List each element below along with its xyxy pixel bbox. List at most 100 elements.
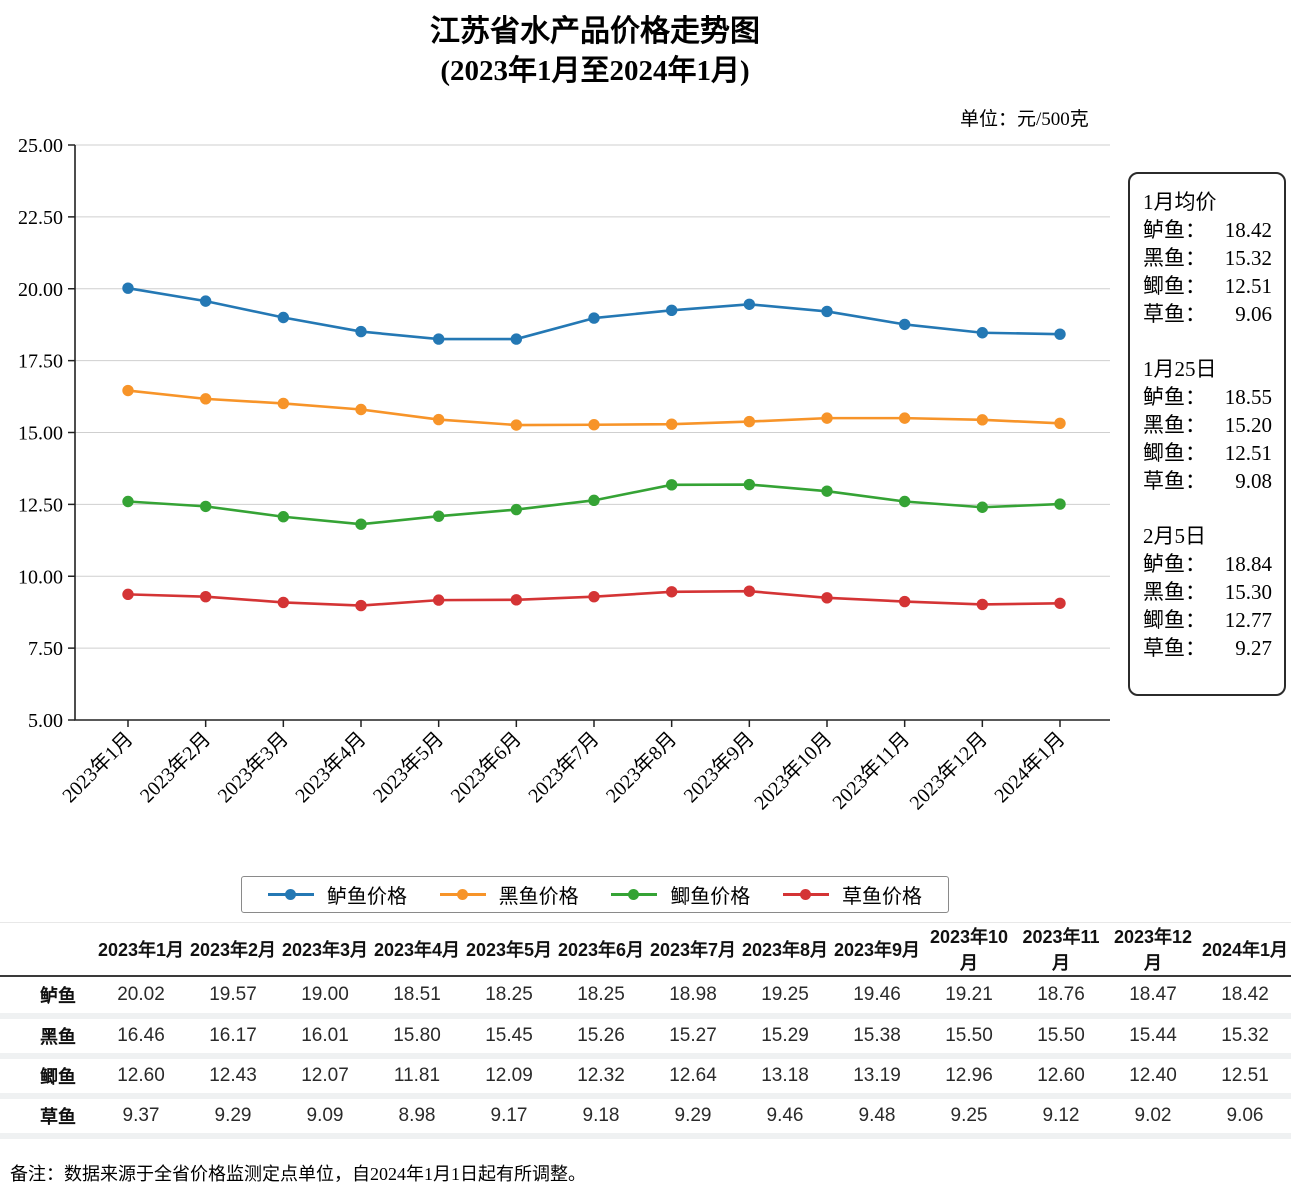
data-point xyxy=(510,503,523,516)
stats-section-heading: 1月25日 xyxy=(1143,357,1217,381)
data-point xyxy=(588,312,600,324)
data-point xyxy=(510,594,523,606)
y-axis-label: 7.50 xyxy=(28,638,63,660)
table-row: 黑鱼 16.46 16.17 16.01 15.80 15.45 15.26 15.27 15.… xyxy=(0,1016,1291,1059)
data-point xyxy=(665,586,678,598)
value-cell: 18.51 xyxy=(371,976,463,1019)
stats-label: 黑鱼： xyxy=(1143,246,1206,270)
stats-value: 9.08 xyxy=(1235,469,1272,493)
x-axis-label: 2023年6月 xyxy=(446,727,526,807)
data-point xyxy=(821,305,833,318)
stats-label: 鲈鱼： xyxy=(1143,385,1206,409)
data-point xyxy=(898,595,911,608)
value-cell: 15.29 xyxy=(739,1016,831,1059)
data-point xyxy=(122,282,134,294)
data-point xyxy=(588,494,600,507)
stats-row: 黑鱼： 15.32 xyxy=(1143,244,1272,272)
value-cell: 15.45 xyxy=(463,1016,555,1059)
data-point xyxy=(743,478,756,491)
stats-value: 15.32 xyxy=(1224,246,1272,270)
value-cell: 8.98 xyxy=(371,1096,463,1139)
value-cell: 9.29 xyxy=(647,1096,739,1139)
legend-dot xyxy=(799,889,811,900)
stats-row: 鲈鱼： 18.84 xyxy=(1143,550,1272,578)
row-label-cell: 鲫鱼 xyxy=(0,1056,95,1099)
data-point xyxy=(510,419,523,431)
x-axis-label: 2023年7月 xyxy=(524,727,604,807)
data-point xyxy=(976,598,989,611)
table-header-cell: 2023年9月 xyxy=(831,922,923,977)
table-header-cell: 2023年2月 xyxy=(187,922,279,977)
data-point xyxy=(821,412,833,424)
value-cell: 19.00 xyxy=(279,976,371,1019)
data-point xyxy=(665,479,678,491)
value-cell: 9.09 xyxy=(279,1096,371,1139)
stats-panel: 1月均价 鲈鱼： 18.42 黑鱼： 15.32 鲫鱼： 12.51 草鱼： 9.06 1月25日… xyxy=(1128,172,1286,696)
value-cell: 12.60 xyxy=(95,1056,187,1099)
table-header-cell: 2023年12月 xyxy=(1107,922,1199,977)
stats-section-heading: 2月5日 xyxy=(1143,524,1206,548)
data-point xyxy=(355,599,367,612)
chart-svg: 25.00 22.50 20.00 17.50 15.00 12.50 10.00 7.50 5… xyxy=(18,135,1110,814)
data-point xyxy=(665,418,678,430)
page-title: 江苏省水产品价格走势图 xyxy=(430,15,760,48)
data-point xyxy=(976,414,989,426)
stats-label: 鲫鱼： xyxy=(1143,608,1206,632)
value-cell: 15.50 xyxy=(923,1016,1015,1059)
data-point xyxy=(588,419,600,431)
table-header-cell: 2023年5月 xyxy=(463,922,555,977)
data-point xyxy=(122,495,134,508)
value-cell: 13.18 xyxy=(739,1056,831,1099)
stats-label: 黑鱼： xyxy=(1143,413,1206,437)
data-point xyxy=(277,511,290,523)
value-cell: 11.81 xyxy=(371,1056,463,1099)
x-axis-label: 2023年10月 xyxy=(750,727,837,814)
stats-row: 鲫鱼： 12.51 xyxy=(1143,272,1272,300)
table-header-cell: 2023年3月 xyxy=(279,922,371,977)
data-point xyxy=(277,311,290,324)
table-header-cell: 2023年6月 xyxy=(555,922,647,977)
data-point xyxy=(277,397,290,410)
table-header-cell: 2024年1月 xyxy=(1199,922,1291,977)
table-header-cell: 2023年8月 xyxy=(739,922,831,977)
value-cell: 18.47 xyxy=(1107,976,1199,1019)
table-header-cell: 2023年10月 xyxy=(923,922,1015,977)
chart-legend: 鲈鱼价格 黑鱼价格 鲫鱼价格 草鱼价格 xyxy=(241,876,949,913)
value-cell: 12.43 xyxy=(187,1056,279,1099)
data-point xyxy=(277,596,290,609)
y-axis-label: 25.00 xyxy=(18,135,63,157)
data-point xyxy=(355,403,367,416)
stats-value: 12.51 xyxy=(1224,441,1272,465)
price-table-wrap: 2023年1月 2023年2月 2023年3月 2023年4月 2023年5月 2023年… xyxy=(0,922,1291,1139)
data-point xyxy=(432,510,445,522)
table-header-cell: 2023年11月 xyxy=(1015,922,1107,977)
value-cell: 12.60 xyxy=(1015,1056,1107,1099)
x-axis-label: 2023年3月 xyxy=(213,727,293,807)
unit-label: 单位：元/500克 xyxy=(960,109,1089,130)
value-cell: 9.06 xyxy=(1199,1096,1291,1139)
legend-item: 草鱼价格 xyxy=(782,880,922,909)
axis-line xyxy=(74,145,1110,721)
stats-value: 15.20 xyxy=(1224,413,1272,437)
data-point xyxy=(1054,597,1066,609)
stats-value: 18.84 xyxy=(1224,552,1272,576)
data-point xyxy=(976,327,989,339)
data-point xyxy=(199,500,212,513)
data-point xyxy=(588,590,600,603)
data-point xyxy=(665,304,678,317)
row-label-cell: 黑鱼 xyxy=(0,1016,95,1059)
x-axis-label: 2023年9月 xyxy=(679,727,759,807)
value-cell: 18.76 xyxy=(1015,976,1107,1019)
value-cell: 18.25 xyxy=(555,976,647,1019)
value-cell: 12.96 xyxy=(923,1056,1015,1099)
stats-section: 1月25日 鲈鱼： 18.55 黑鱼： 15.20 鲫鱼： 12.51 草鱼： 9.08 xyxy=(1143,355,1272,495)
row-label-cell: 鲈鱼 xyxy=(0,976,95,1019)
stats-value: 18.42 xyxy=(1224,218,1272,242)
legend-label: 草鱼价格 xyxy=(841,886,922,908)
table-corner-cell xyxy=(0,922,95,977)
price-line-chart: 25.00 22.50 20.00 17.50 15.00 12.50 10.00 7.50 5… xyxy=(0,130,1120,872)
value-cell: 9.12 xyxy=(1015,1096,1107,1139)
data-point xyxy=(199,590,212,603)
y-axis-label: 10.00 xyxy=(18,566,63,588)
